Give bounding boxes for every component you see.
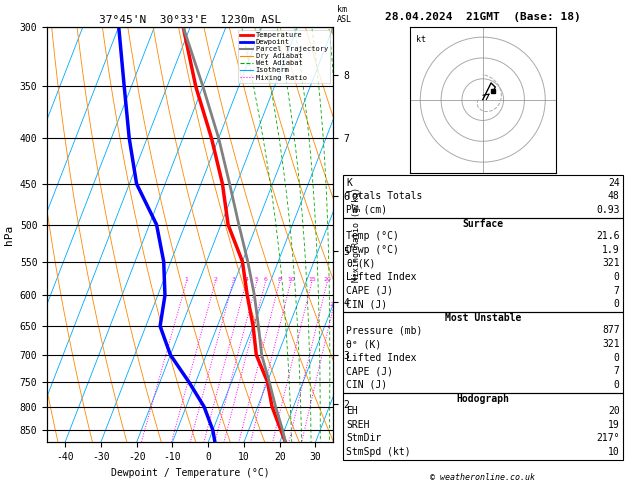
Text: 8: 8 [277, 277, 281, 282]
Text: 6: 6 [264, 277, 267, 282]
Text: PW (cm): PW (cm) [346, 205, 387, 215]
Text: Totals Totals: Totals Totals [346, 191, 422, 201]
Text: Temp (°C): Temp (°C) [346, 231, 399, 241]
Text: 28.04.2024  21GMT  (Base: 18): 28.04.2024 21GMT (Base: 18) [385, 12, 581, 22]
Text: 0.93: 0.93 [596, 205, 620, 215]
Text: CAPE (J): CAPE (J) [346, 286, 393, 295]
Text: CIN (J): CIN (J) [346, 299, 387, 309]
Text: 10: 10 [287, 277, 294, 282]
Text: Pressure (mb): Pressure (mb) [346, 326, 422, 335]
Text: StmDir: StmDir [346, 434, 381, 443]
Text: 48: 48 [608, 191, 620, 201]
Text: 15: 15 [308, 277, 316, 282]
Text: 3: 3 [231, 277, 235, 282]
Text: 20: 20 [323, 277, 331, 282]
Text: θᵉ (K): θᵉ (K) [346, 339, 381, 349]
Y-axis label: hPa: hPa [4, 225, 14, 244]
Text: 0: 0 [614, 272, 620, 282]
Text: © weatheronline.co.uk: © weatheronline.co.uk [430, 473, 535, 482]
Text: Lifted Index: Lifted Index [346, 353, 416, 363]
Text: kt: kt [416, 35, 426, 44]
Text: CAPE (J): CAPE (J) [346, 366, 393, 376]
Text: km
ASL: km ASL [337, 5, 352, 24]
Text: 1.9: 1.9 [602, 245, 620, 255]
Text: 2: 2 [213, 277, 217, 282]
Text: EH: EH [346, 406, 358, 416]
Text: 321: 321 [602, 259, 620, 268]
Text: Hodograph: Hodograph [456, 394, 509, 403]
Text: 877: 877 [602, 326, 620, 335]
Text: Most Unstable: Most Unstable [445, 313, 521, 323]
Legend: Temperature, Dewpoint, Parcel Trajectory, Dry Adiabat, Wet Adiabat, Isotherm, Mi: Temperature, Dewpoint, Parcel Trajectory… [238, 30, 330, 83]
Text: 0: 0 [614, 353, 620, 363]
Text: 5: 5 [255, 277, 259, 282]
Text: Dewp (°C): Dewp (°C) [346, 245, 399, 255]
Text: 321: 321 [602, 339, 620, 349]
Y-axis label: Mixing Ratio (g/kg): Mixing Ratio (g/kg) [352, 187, 361, 282]
Text: Surface: Surface [462, 219, 503, 228]
Text: 7: 7 [614, 286, 620, 295]
Text: 0: 0 [614, 380, 620, 390]
Text: CIN (J): CIN (J) [346, 380, 387, 390]
Text: 25: 25 [330, 302, 337, 307]
Text: 24: 24 [608, 178, 620, 188]
Text: 217°: 217° [596, 434, 620, 443]
Text: 4: 4 [244, 277, 248, 282]
Text: 7: 7 [614, 366, 620, 376]
Title: 37°45'N  30°33'E  1230m ASL: 37°45'N 30°33'E 1230m ASL [99, 15, 281, 25]
Text: 1: 1 [184, 277, 188, 282]
Text: StmSpd (kt): StmSpd (kt) [346, 447, 411, 457]
Text: 20: 20 [608, 406, 620, 416]
X-axis label: Dewpoint / Temperature (°C): Dewpoint / Temperature (°C) [111, 468, 270, 478]
Text: K: K [346, 178, 352, 188]
Text: Lifted Index: Lifted Index [346, 272, 416, 282]
Text: SREH: SREH [346, 420, 369, 430]
Text: 0: 0 [614, 299, 620, 309]
Text: 10: 10 [608, 447, 620, 457]
Text: 19: 19 [608, 420, 620, 430]
Text: 21.6: 21.6 [596, 231, 620, 241]
Text: θᵉ(K): θᵉ(K) [346, 259, 376, 268]
